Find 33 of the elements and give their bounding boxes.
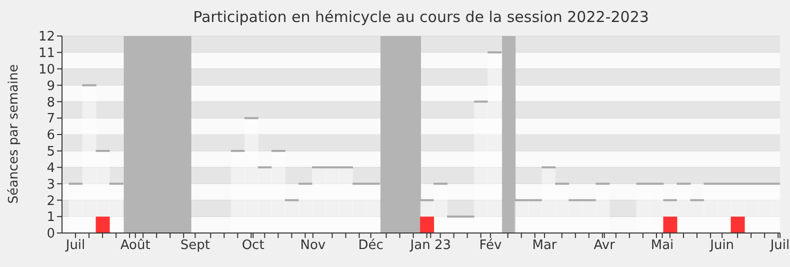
x-tick-label: Avr: [594, 238, 616, 254]
bar: [96, 216, 110, 233]
bar: [514, 199, 530, 233]
x-tick-label: Nov: [300, 238, 326, 254]
y-tick-label: 4: [46, 160, 55, 176]
y-tick-label: 12: [38, 30, 55, 45]
x-tick-label: Fév: [479, 238, 502, 254]
y-tick-label: 10: [38, 62, 55, 78]
y-tick-label: 6: [46, 128, 55, 144]
x-tick-label: Sept: [180, 238, 210, 254]
x-tick-label: Mai: [650, 238, 674, 254]
x-tick-label: Juil: [769, 238, 790, 254]
y-tick-label: 3: [46, 177, 55, 192]
y-tick-label: 1: [46, 210, 55, 226]
bar: [663, 216, 678, 233]
x-tick-label: Juil: [64, 238, 86, 254]
x-tick-label: Oct: [242, 238, 264, 254]
y-tick-label: 2: [46, 194, 55, 209]
x-tick-label: Mar: [532, 238, 558, 254]
y-tick-label: 0: [46, 226, 55, 242]
y-tick-label: 8: [46, 95, 55, 110]
y-tick-label: 5: [46, 144, 55, 160]
y-tick-label: 9: [46, 78, 55, 94]
bar: [730, 216, 745, 233]
x-tick-label: Juin: [709, 238, 734, 254]
chart-title: Participation en hémicycle au cours de la session 2022-2023: [192, 8, 650, 26]
bar: [420, 216, 434, 233]
y-axis-title: Séances par semaine: [6, 64, 22, 204]
x-tick-label: Août: [120, 238, 150, 254]
y-tick-label: 7: [46, 112, 55, 127]
y-tick-label: 11: [38, 46, 55, 62]
x-tick-label: Déc: [358, 238, 384, 254]
x-tick-label: Jan 23: [409, 238, 452, 254]
